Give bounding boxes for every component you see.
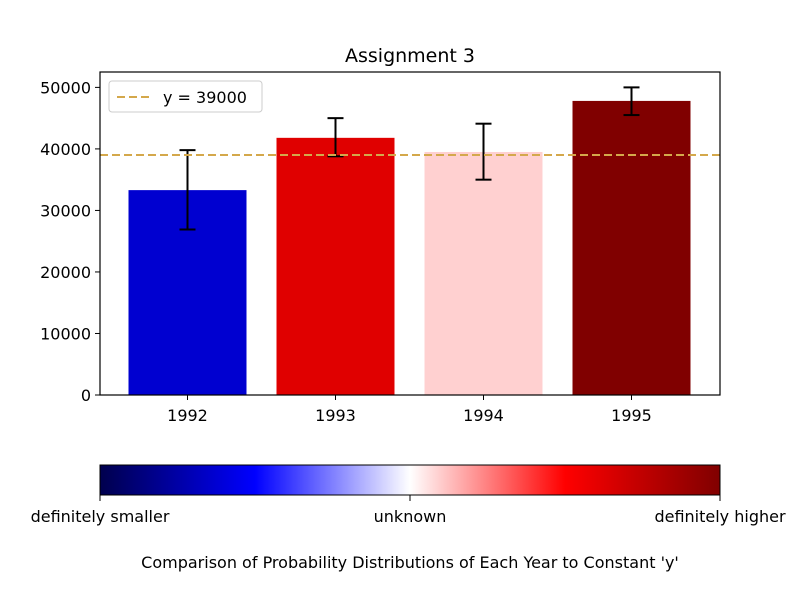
error-bar-1993 [327,117,344,158]
plot-frame [99,71,721,396]
colorbar-caption: Comparison of Probability Distributions … [141,553,679,572]
y-tick-label: 20000 [40,263,91,282]
colorbar-label-left: definitely smaller [31,507,170,526]
bars-group [128,100,691,395]
y-tick-label: 40000 [40,140,91,159]
y-tick-label: 0 [81,386,91,405]
x-tick-label: 1994 [463,406,504,425]
colorbar-label-center: unknown [374,507,447,526]
x-tick-label: 1993 [315,406,356,425]
y-tick-label: 30000 [40,201,91,220]
x-tick-label: 1992 [167,406,208,425]
colorbar-gradient [99,464,721,496]
error-bars-group [179,86,640,231]
bar-1995 [572,100,691,395]
legend: y = 39000 [108,80,263,113]
bar-1994 [424,151,543,395]
colorbar: definitely smaller unknown definitely hi… [31,464,786,572]
legend-label: y = 39000 [163,88,247,107]
error-bar-1995 [623,86,640,117]
error-bar-1994 [475,122,492,181]
chart-title: Assignment 3 [345,45,475,67]
x-axis: 1992 1993 1994 1995 [167,395,652,425]
y-tick-label: 50000 [40,78,91,97]
bar-1993 [276,137,395,395]
colorbar-label-right: definitely higher [654,507,786,526]
y-tick-label: 10000 [40,324,91,343]
error-bar-1992 [179,149,196,231]
y-axis: 0 10000 20000 30000 40000 50000 [40,78,100,405]
legend-box [108,80,263,113]
x-tick-label: 1995 [611,406,652,425]
